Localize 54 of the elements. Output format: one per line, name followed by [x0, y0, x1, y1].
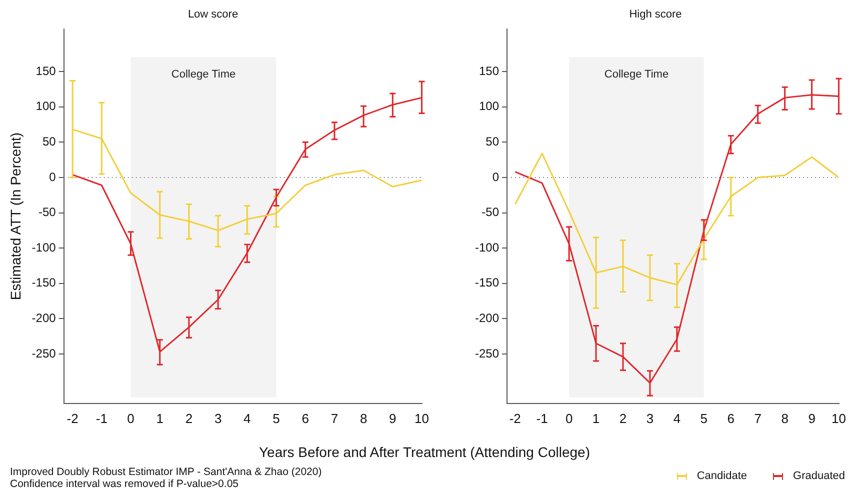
y-tick-label: 100 — [36, 99, 56, 114]
text: Confidence interval was removed if P-value>0.05 — [10, 478, 240, 490]
x-tick-label: 9 — [389, 410, 396, 426]
y-tick-label: 50 — [42, 134, 56, 148]
y-tick-label: -50 — [38, 205, 56, 220]
x-tick-label: 3 — [214, 410, 222, 426]
legend-label: Graduated — [793, 470, 845, 482]
x-tick-label: 10 — [832, 410, 846, 426]
x-tick-label: 8 — [781, 410, 788, 426]
x-axis-title: Years Before and After Treatment (Attending College) — [258, 444, 591, 460]
y-tick-label: 100 — [478, 99, 500, 114]
x-tick-label: 10 — [414, 410, 430, 426]
x-tick-label: 2 — [185, 410, 193, 426]
x-tick-label: -1 — [536, 410, 548, 426]
y-tick-label: 150 — [36, 64, 56, 78]
x-tick-label: 1 — [592, 410, 600, 426]
y-tick-label: -50 — [482, 205, 500, 220]
x-tick-label: 4 — [673, 410, 681, 426]
band-label: College Time — [604, 68, 669, 81]
x-tick-label: 0 — [127, 410, 134, 426]
x-tick-label: 1 — [156, 410, 164, 426]
x-tick-label: -2 — [509, 410, 521, 426]
y-tick-label: -250 — [32, 346, 56, 360]
y-tick-label: 0 — [49, 170, 56, 184]
y-tick-label: -200 — [32, 310, 56, 325]
chart-title: High score — [629, 8, 682, 21]
y-tick-label: -100 — [474, 240, 500, 254]
x-tick-label: 8 — [360, 410, 368, 426]
y-tick-label: -200 — [474, 310, 500, 325]
y-axis-title: Estimated ATT (In Percent) — [7, 132, 24, 300]
y-tick-label: -150 — [32, 276, 56, 290]
x-tick-label: -2 — [66, 410, 78, 426]
x-tick-label: 0 — [565, 410, 573, 426]
y-tick-label: 0 — [492, 170, 500, 184]
x-tick-label: 7 — [754, 410, 762, 426]
y-tick-label: 50 — [486, 134, 500, 148]
y-tick-label: 150 — [478, 64, 500, 78]
y-tick-label: -150 — [474, 276, 500, 290]
x-tick-label: 2 — [619, 410, 627, 426]
text: Improved Doubly Robust Estimator IMP - Sant'Anna & Zhao (2020) — [10, 466, 322, 478]
x-tick-label: 9 — [808, 410, 816, 426]
chart-title: Low score — [188, 8, 238, 21]
band-label: College Time — [171, 68, 236, 81]
y-tick-label: -250 — [474, 346, 500, 360]
x-tick-label: 7 — [330, 410, 338, 426]
x-tick-label: 6 — [727, 410, 734, 426]
x-tick-label: 5 — [272, 410, 280, 426]
legend-label: Candidate — [696, 470, 748, 482]
x-tick-label: 3 — [646, 410, 654, 426]
x-tick-label: 6 — [302, 410, 309, 426]
x-tick-label: -1 — [96, 410, 108, 426]
x-tick-label: 5 — [700, 410, 708, 426]
x-tick-label: 4 — [244, 410, 251, 426]
y-tick-label: -100 — [32, 240, 56, 254]
